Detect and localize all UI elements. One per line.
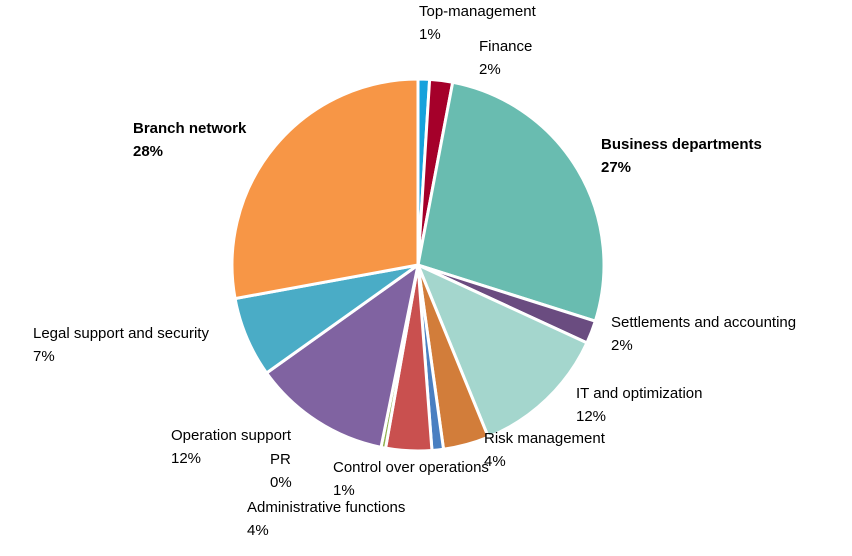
pie-slice <box>416 80 606 324</box>
slice-label: PR <box>270 451 291 468</box>
slice-label: Operation support <box>171 427 292 444</box>
slice-value-label: 2% <box>611 337 633 354</box>
slice-value-label: 28% <box>133 143 163 160</box>
pie-slice <box>264 261 421 450</box>
slice-label: Administrative functions <box>247 499 405 516</box>
slice-label: Settlements and accounting <box>611 314 796 331</box>
slice-label: Finance <box>479 38 532 55</box>
slice-value-label: 4% <box>484 453 506 470</box>
slice-value-label: 7% <box>33 348 55 365</box>
slice-value-label: 0% <box>270 474 292 491</box>
slice-value-label: 27% <box>601 159 631 176</box>
slice-label: Branch network <box>133 120 247 137</box>
slice-label: Control over operations <box>333 459 489 476</box>
slice-value-label: 4% <box>247 522 269 539</box>
slice-label: Risk management <box>484 430 606 447</box>
slice-value-label: 12% <box>576 408 606 425</box>
slice-label: Business departments <box>601 136 762 153</box>
slice-label: Legal support and security <box>33 325 209 342</box>
slice-value-label: 2% <box>479 61 501 78</box>
slice-label: IT and optimization <box>576 385 702 402</box>
slice-value-label: 1% <box>333 482 355 499</box>
slice-label: Top-management <box>419 3 537 20</box>
pie-slice <box>415 262 589 440</box>
pie-slice <box>230 77 420 301</box>
slice-value-label: 1% <box>419 26 441 43</box>
slice-value-label: 12% <box>171 450 201 467</box>
